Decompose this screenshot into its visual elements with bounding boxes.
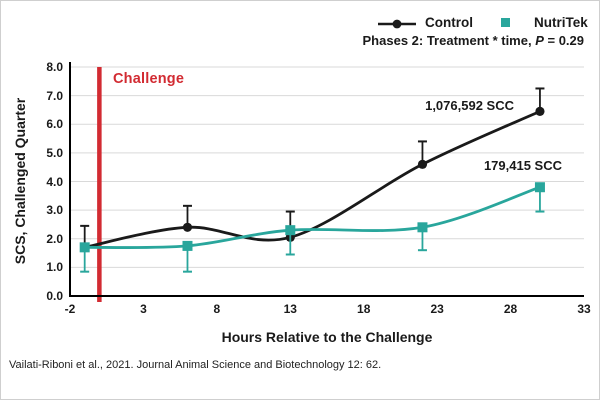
y-tick-label: 7.0 (46, 88, 63, 103)
nutritek-data-point (534, 182, 545, 193)
gridlines (70, 66, 584, 268)
control-line-marker (377, 17, 417, 35)
control-marker-glyph (378, 19, 416, 29)
y-tick-label: 0.0 (46, 289, 63, 303)
stats-prefix: Phases 2: Treatment * time, (362, 33, 536, 48)
stats-p-symbol: P (535, 33, 544, 48)
legend-control-label: Control (425, 15, 473, 30)
x-tick-label: 18 (357, 302, 371, 316)
y-tick-label: 2.0 (46, 231, 63, 246)
nutritek-data-point (417, 222, 428, 233)
y-tick-label: 6.0 (46, 117, 63, 132)
control-line (84, 110, 541, 249)
citation-text: Vailati-Riboni et al., 2021. Journal Ani… (9, 359, 382, 371)
nutritek-data-point (182, 240, 193, 251)
stats-line: Phases 2: Treatment * time, P = 0.29 (363, 33, 584, 48)
y-tick-label: 1.0 (46, 260, 63, 275)
x-tick-label: -2 (64, 302, 76, 316)
control-data-point (182, 222, 193, 232)
y-axis-title: SCS, Challenged Quarter (12, 97, 28, 265)
nutritek-series (79, 182, 545, 273)
x-tick-label: 33 (577, 302, 591, 316)
y-tick-label: 4.0 (46, 174, 63, 189)
control-data-point (535, 106, 545, 116)
x-tick-label: 3 (140, 302, 147, 316)
y-tick-label: 5.0 (46, 145, 63, 160)
challenge-annotation: Challenge (113, 71, 185, 87)
nutritek-data-point (285, 225, 296, 236)
y-tick-label: 3.0 (46, 203, 63, 218)
nutritek-square-marker (501, 18, 510, 27)
x-axis-title: Hours Relative to the Challenge (221, 329, 433, 345)
y-tick-label: 8.0 (46, 60, 63, 74)
x-tick-label: 13 (283, 302, 297, 316)
nutritek-data-point (79, 242, 90, 253)
control-scc-annotation: 1,076,592 SCC (425, 98, 514, 113)
x-tick-label: 8 (213, 302, 221, 316)
nutritek-scc-annotation: 179,415 SCC (483, 158, 562, 173)
x-tick-label: 23 (430, 302, 444, 316)
control-data-point (417, 159, 428, 169)
legend-nutritek-label: NutriTek (534, 15, 588, 30)
stats-suffix: = 0.29 (543, 33, 584, 48)
x-tick-label: 28 (503, 302, 518, 316)
